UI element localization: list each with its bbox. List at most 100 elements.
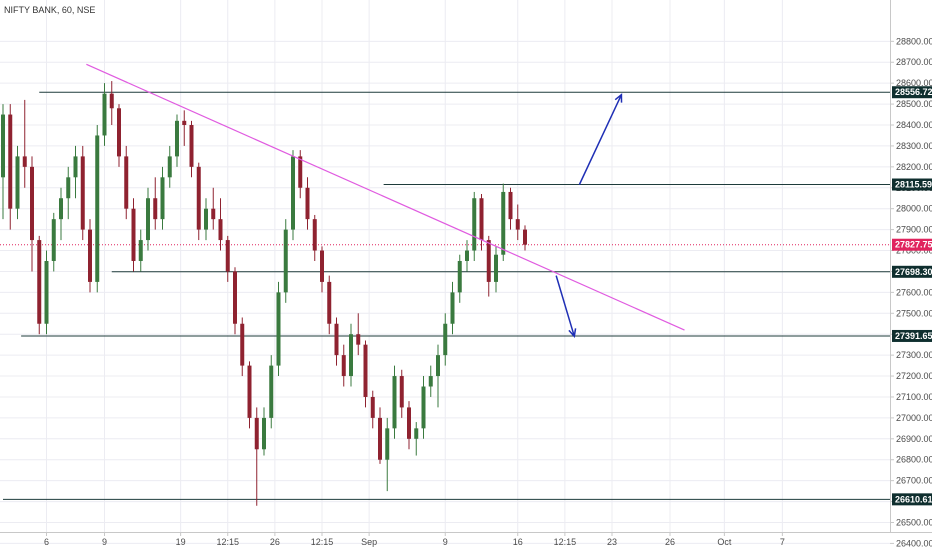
level-label-text: 27391.65	[895, 331, 932, 341]
level-label-text: 28115.59	[895, 180, 932, 190]
candle-down	[399, 369, 404, 418]
candle-up	[167, 145, 172, 188]
candle-up	[276, 281, 281, 377]
candle-up	[269, 355, 274, 429]
candle-up	[15, 145, 20, 220]
candle-body	[182, 120, 187, 126]
candle-down	[254, 407, 259, 506]
x-tick-label: 9	[102, 537, 107, 547]
x-tick-label: 16	[513, 537, 523, 547]
y-tick-label: 26700.00	[896, 476, 932, 486]
y-tick-label: 28200.00	[896, 162, 932, 172]
y-tick-label: 27600.00	[896, 287, 932, 297]
candle-body	[131, 208, 136, 261]
candle-down	[196, 162, 201, 241]
candle-body	[370, 396, 375, 418]
level-label-text: 27698.30	[895, 267, 932, 277]
candle-body	[327, 281, 332, 324]
candle-body	[44, 260, 49, 324]
y-tick-label: 26400.00	[896, 538, 932, 548]
candle-body	[211, 208, 216, 220]
y-tick-label: 28800.00	[896, 36, 932, 46]
candle-up	[59, 187, 63, 241]
x-tick-label: Sep	[361, 537, 377, 547]
x-tick-label: 23	[607, 537, 617, 547]
candle-body	[298, 156, 303, 188]
projection-arrow[interactable]	[555, 275, 577, 338]
candle-up	[457, 254, 462, 303]
candle-body	[494, 254, 498, 282]
x-tick-label: 12:15	[554, 537, 577, 547]
candle-body	[305, 187, 310, 220]
candle-body	[196, 166, 201, 230]
candle-body	[240, 323, 245, 366]
y-tick-label: 27100.00	[896, 392, 932, 402]
y-tick-label: 27300.00	[896, 350, 932, 360]
candle-body	[22, 156, 27, 167]
candle-up	[291, 150, 295, 241]
candle-up	[262, 407, 266, 456]
y-tick-label: 27500.00	[896, 308, 932, 318]
level-label-bg	[892, 265, 932, 278]
candle-body	[153, 198, 158, 220]
horizontal-levels	[0, 91, 890, 500]
candle-down	[131, 198, 136, 272]
candle-down	[378, 407, 382, 464]
level-label-bg	[892, 329, 932, 342]
candle-body	[363, 344, 368, 397]
projection-arrow[interactable]	[578, 93, 623, 185]
candle-body	[356, 334, 361, 345]
candle-down	[37, 235, 42, 335]
x-tick-label: 26	[270, 537, 280, 547]
candle-body	[160, 177, 165, 220]
x-axis-ticks[interactable]: 6 9 19 12:15 26 12:15 Sep 9 16 12:15 23 26 Oct 7	[44, 532, 785, 547]
candle-body	[80, 156, 85, 230]
current-price-label-bg	[892, 238, 932, 251]
x-tick-label: 12:15	[216, 537, 239, 547]
candle-body	[247, 365, 252, 418]
candle-down	[211, 187, 216, 230]
candle-body	[320, 250, 324, 282]
candle-down	[153, 177, 158, 230]
candle-body	[204, 208, 208, 230]
candle-up	[450, 281, 455, 335]
candle-down	[363, 340, 368, 408]
trendline[interactable]	[86, 63, 685, 331]
candle-down	[233, 267, 237, 335]
candle-body	[51, 219, 56, 261]
y-tick-label: 28600.00	[896, 78, 932, 88]
level-price-label: 27698.30	[892, 265, 932, 278]
level-price-label: 28556.72	[892, 86, 932, 99]
candle-body	[421, 386, 426, 429]
candle-body	[392, 376, 397, 429]
candle-body	[269, 365, 274, 418]
y-tick-label: 28300.00	[896, 141, 932, 151]
candle-down	[479, 194, 484, 251]
candle-up	[146, 187, 150, 251]
x-tick-label: 6	[44, 537, 49, 547]
candle-down	[109, 81, 114, 126]
y-tick-label: 28400.00	[896, 120, 932, 130]
candle-body	[428, 376, 433, 387]
candle-body	[146, 198, 150, 241]
candle-body	[88, 229, 92, 282]
candle-body	[341, 355, 346, 377]
y-tick-label: 28700.00	[896, 57, 932, 67]
candle-up	[443, 313, 448, 366]
candle-down	[334, 317, 339, 366]
candle-body	[124, 156, 129, 209]
level-price-label: 27391.65	[892, 329, 932, 342]
arrow-shaft	[555, 275, 576, 337]
candle-body	[508, 191, 513, 220]
candle-down	[523, 225, 527, 251]
candle-down	[370, 390, 375, 429]
current-price-label: 27827.75	[892, 238, 932, 251]
y-tick-label: 28500.00	[896, 99, 932, 109]
candle-up	[436, 344, 440, 408]
candle-body	[1, 114, 5, 178]
x-tick-label: 7	[780, 537, 785, 547]
candle-up	[385, 417, 390, 492]
candle-body	[414, 428, 419, 439]
candle-up	[392, 365, 397, 439]
